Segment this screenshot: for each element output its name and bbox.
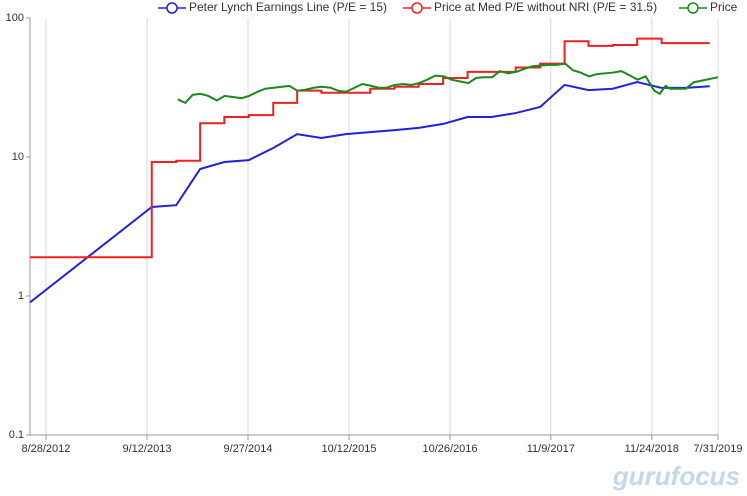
series-line [30,37,710,259]
x-tick-label: 10/26/2016 [422,443,477,455]
watermark: gurufocus [612,461,740,491]
legend-label: Peter Lynch Earnings Line (P/E = 15) [189,0,387,14]
y-tick-label: 100 [6,12,24,24]
legend-marker [687,2,699,14]
y-tick-label: 10 [12,151,24,163]
series-line [29,81,710,304]
series-line [177,62,719,105]
legend: Peter Lynch Earnings Line (P/E = 15) Pric… [158,0,738,14]
legend-label: Price [710,0,738,14]
y-tick-label: 1 [18,290,24,302]
x-tick-label: 7/31/2019 [694,443,743,455]
x-tick-label: 9/27/2014 [224,443,273,455]
x-tick-label: 10/12/2015 [321,443,376,455]
y-tick-label: 0.1 [9,429,24,441]
legend-label: Price at Med P/E without NRI (P/E = 31.5… [434,0,657,14]
legend-marker [166,2,178,14]
legend-marker [411,2,423,14]
x-tick-label: 9/12/2013 [123,443,172,455]
x-tick-label: 11/24/2018 [625,443,679,455]
x-tick-label: 8/28/2012 [21,443,70,455]
x-tick-label: 11/9/2017 [527,443,575,455]
